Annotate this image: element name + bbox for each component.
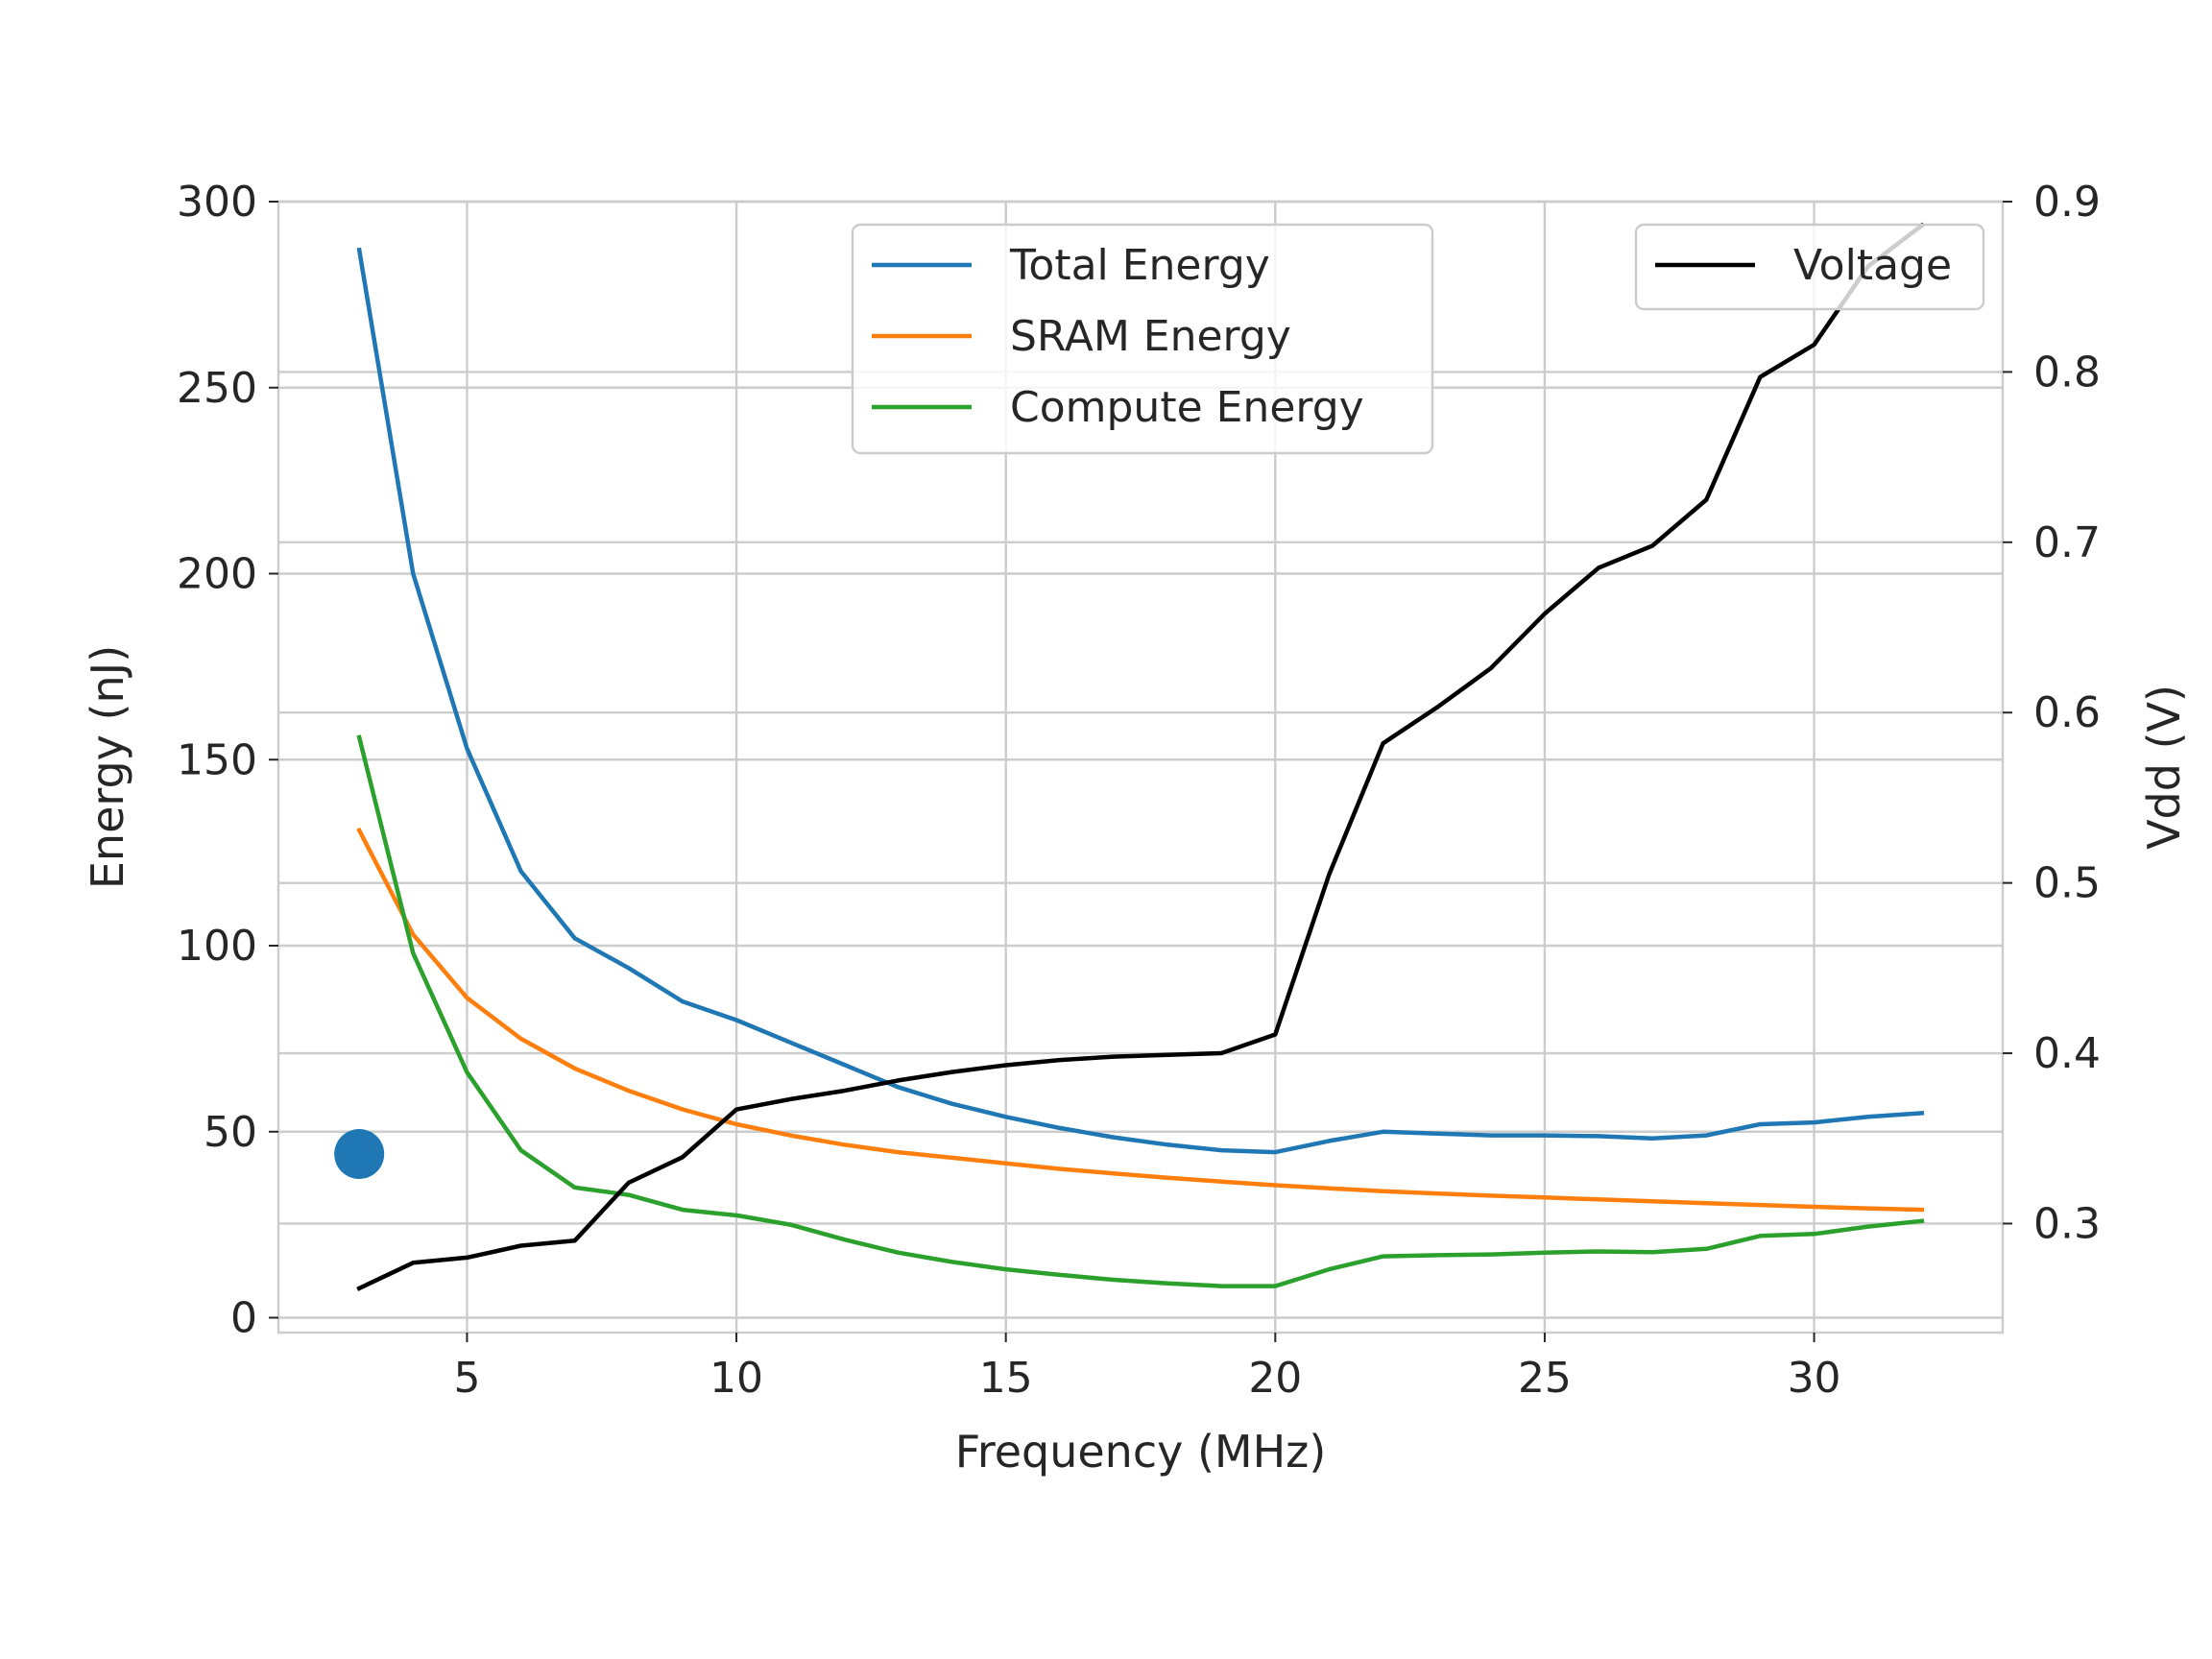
series-layer xyxy=(334,222,1925,1291)
x-tick-label: 30 xyxy=(1788,1354,1841,1403)
legend-label: Total Energy xyxy=(1009,241,1270,290)
legends: Total Energy SRAM Energy Compute Energy Vol… xyxy=(851,223,1985,455)
y2-tick-label: 0.7 xyxy=(2033,518,2101,567)
y2-tick-label: 0.3 xyxy=(2033,1199,2101,1248)
y2-tick-label: 0.5 xyxy=(2033,859,2101,908)
x-tick-label: 20 xyxy=(1248,1354,1302,1403)
y-tick-label: 150 xyxy=(177,735,257,784)
y-tick-label: 200 xyxy=(177,550,257,599)
y2-tick-label: 0.4 xyxy=(2033,1029,2101,1078)
legend-label: SRAM Energy xyxy=(1010,312,1291,361)
legend-box xyxy=(1634,223,1985,311)
x-tick-label: 25 xyxy=(1518,1354,1572,1403)
x-tick-label: 5 xyxy=(453,1354,480,1403)
y2-tick-label: 0.9 xyxy=(2033,178,2101,227)
y-tick-label: 100 xyxy=(177,922,257,971)
legend-top-right: Voltage xyxy=(1634,223,1985,311)
x-tick-label: 15 xyxy=(979,1354,1033,1403)
legend-label: Compute Energy xyxy=(1010,383,1364,432)
series-line-sram-energy xyxy=(356,827,1925,1213)
y2-axis-label: Vdd (V) xyxy=(2138,685,2190,850)
series-line-voltage xyxy=(356,222,1925,1291)
y-tick-label: 50 xyxy=(204,1108,257,1157)
y-tick-label: 300 xyxy=(177,178,257,227)
y-axis-label: Energy (nJ) xyxy=(82,645,133,889)
axes: 5 10 15 20 25 300501001502002503000.30.40.50.… xyxy=(82,178,2190,1478)
x-tick-label: 10 xyxy=(709,1354,763,1403)
series-line-total-energy xyxy=(356,247,1925,1155)
y2-tick-label: 0.6 xyxy=(2033,688,2101,737)
y2-tick-label: 0.8 xyxy=(2033,348,2101,397)
plot-frame xyxy=(276,200,2005,1334)
legend-label: Voltage xyxy=(1793,241,1952,290)
x-axis-label: Frequency (MHz) xyxy=(955,1426,1327,1478)
y-tick-label: 0 xyxy=(230,1294,257,1343)
legend-box xyxy=(851,223,1434,455)
highlight-point xyxy=(334,1129,385,1179)
y-tick-label: 250 xyxy=(177,364,257,413)
legend-top-center: Total Energy SRAM Energy Compute Energy xyxy=(851,223,1434,455)
